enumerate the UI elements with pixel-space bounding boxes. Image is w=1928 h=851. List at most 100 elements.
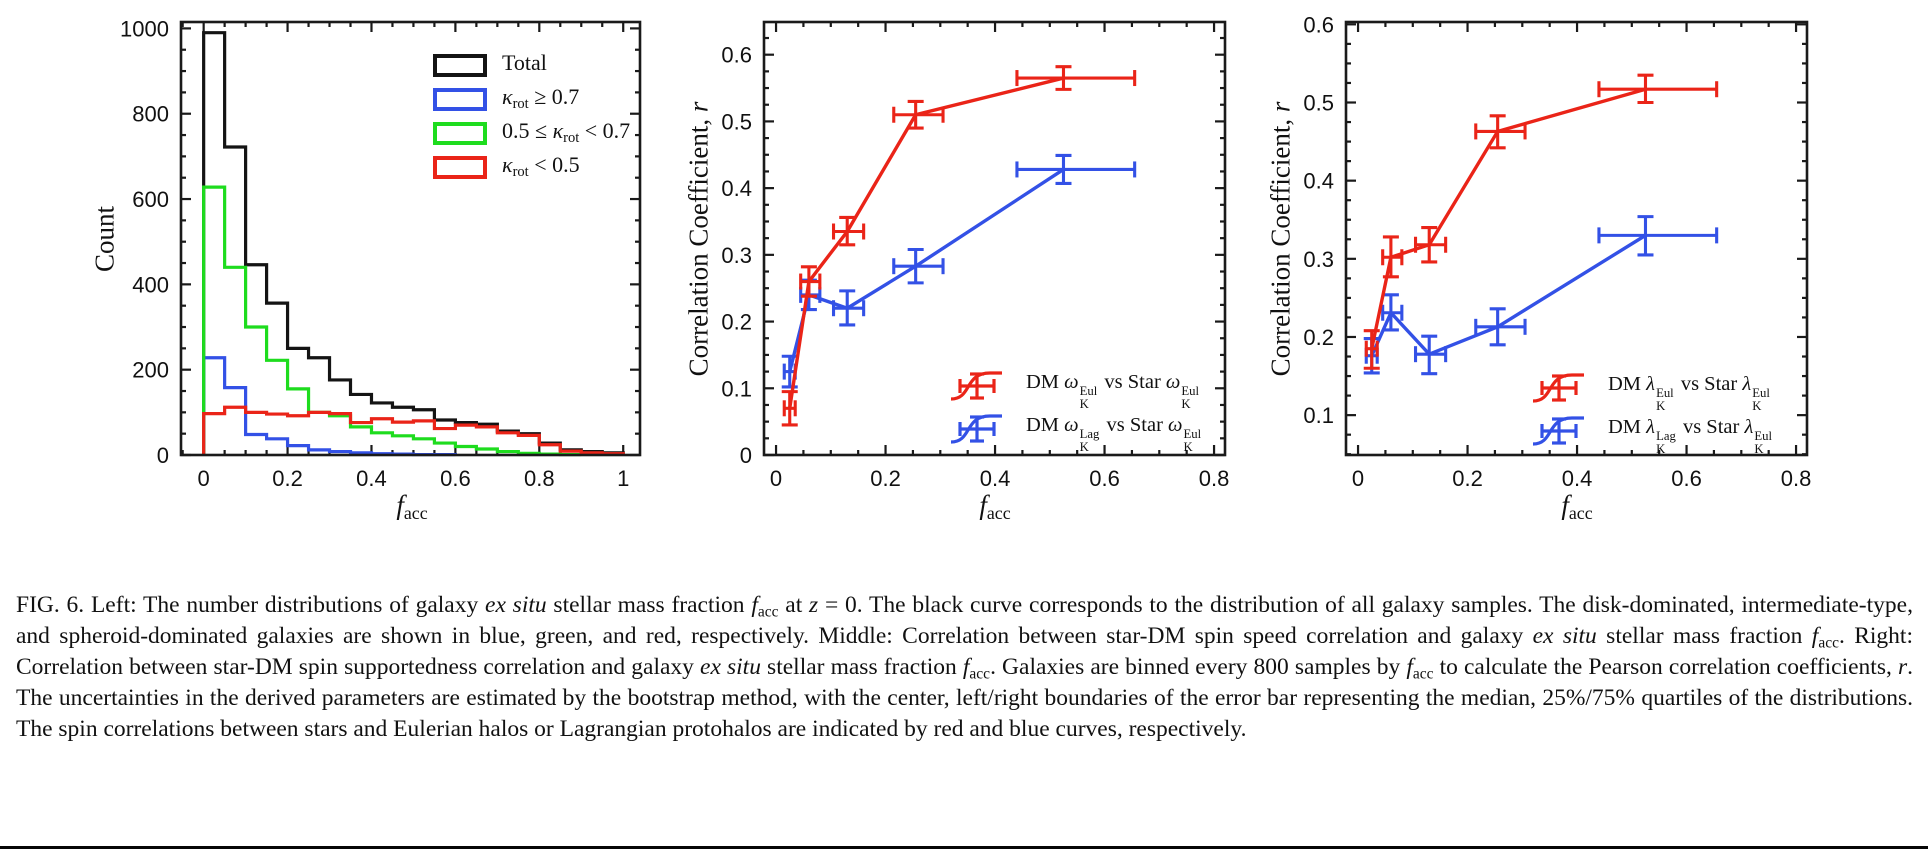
- text-segment: λ: [1742, 373, 1752, 395]
- y-tick-label: 0.1: [1303, 403, 1334, 428]
- ylabel-text: Count: [89, 205, 120, 273]
- middle-y-axis-title: Correlation Coefficient, r: [684, 102, 715, 377]
- ylabel-italic-r: r: [683, 101, 714, 113]
- y-tick-label: 0.5: [1303, 91, 1334, 116]
- text-segment: acc: [1412, 665, 1434, 683]
- legend-swatch-red: [433, 156, 487, 179]
- text-segment: stellar mass fraction: [1596, 623, 1812, 649]
- legend-item-label: 0.5 ≤ κrot < 0.7: [502, 118, 631, 147]
- legend-item-label: κrot < 0.5: [502, 152, 580, 179]
- xlabel-f: f: [1561, 490, 1569, 520]
- x-tick-label: 0: [1352, 466, 1364, 491]
- x-tick-label: 0.6: [1671, 466, 1702, 491]
- text-segment: < 0.5: [528, 152, 580, 177]
- text-segment: vs Star: [1675, 373, 1743, 395]
- plot-box: [1344, 20, 1809, 457]
- text-segment: ω: [1165, 371, 1181, 393]
- text-segment: r: [1897, 654, 1908, 680]
- ylabel-text: Correlation Coefficient,: [683, 112, 714, 377]
- ylabel-italic-r: r: [1265, 101, 1296, 113]
- text-segment: vs Star: [1099, 371, 1166, 393]
- legend-supsub: Eul K: [1181, 383, 1200, 411]
- errorbar-series-red: [1363, 73, 1719, 370]
- x-tick-label: 0.2: [870, 466, 901, 491]
- text-segment: . Galaxies are binned every 800 samples …: [990, 654, 1407, 680]
- y-tick-label: 0.3: [721, 243, 752, 268]
- y-tick-label: 0.4: [721, 176, 752, 201]
- legend-item-label: DM λ Lag K vs Star λ Eul K: [1608, 416, 1774, 455]
- text-segment: < 0.7: [579, 118, 631, 143]
- text-segment: ex situ: [1532, 623, 1597, 649]
- text-segment: λ: [1646, 416, 1656, 438]
- series-line: [788, 76, 1064, 409]
- legend-supsub: Eul K: [1754, 428, 1772, 456]
- text-segment: DM: [1608, 373, 1647, 395]
- text-segment: rot: [563, 130, 580, 147]
- y-tick-label: 0.3: [1303, 247, 1334, 272]
- x-tick-label: 1: [617, 466, 629, 491]
- legend-supsub: Lag K: [1656, 428, 1676, 456]
- text-segment: acc: [969, 665, 991, 683]
- y-tick-label: 0: [740, 443, 752, 468]
- text-segment: FIG. 6. Left: The number distributions o…: [16, 592, 486, 618]
- text-segment: f: [1406, 654, 1413, 680]
- plot-box: [179, 20, 642, 457]
- text-segment: f: [751, 592, 758, 618]
- y-tick-label: 600: [132, 187, 169, 212]
- text-segment: f: [1811, 623, 1819, 649]
- y-tick-label: 200: [132, 358, 169, 383]
- spin-supportedness-correlation-panel: 0 0.2 0.4 0.6 0.8 0.1 0.2 0.3 0.4 0.5 0.6: [1303, 12, 1811, 491]
- text-segment: κ: [552, 118, 564, 143]
- text-segment: stellar mass fraction: [546, 592, 752, 618]
- x-tick-label: 0.6: [440, 466, 471, 491]
- series-line: [1370, 87, 1646, 350]
- tick-labels: 0 0.2 0.4 0.6 0.8 0.1 0.2 0.3 0.4 0.5 0.6: [1303, 12, 1811, 491]
- legend-errorbar-marker: [1532, 373, 1584, 403]
- y-tick-label: 0.4: [1303, 169, 1334, 194]
- x-tick-label: 0.4: [356, 466, 387, 491]
- right-x-axis-title: facc: [1561, 490, 1593, 523]
- x-tick-label: 0.4: [1562, 466, 1593, 491]
- x-tick-label: 0.8: [1781, 466, 1812, 491]
- legend-item-label: κrot ≥ 0.7: [502, 84, 579, 113]
- ylabel-text: Correlation Coefficient,: [1265, 112, 1296, 377]
- text-segment: acc: [1818, 634, 1839, 652]
- text-segment: ω: [1168, 414, 1183, 436]
- y-tick-label: 0.1: [721, 376, 752, 401]
- text-segment: z: [809, 592, 819, 618]
- legend-errorbar-marker: [1532, 416, 1584, 446]
- y-tick-label: 0.2: [721, 310, 752, 335]
- x-tick-label: 0.2: [272, 466, 303, 491]
- bottom-rule: [0, 846, 1928, 849]
- text-segment: ex situ: [485, 592, 547, 618]
- x-tick-label: 0: [198, 466, 210, 491]
- text-segment: . The uncertainties in the derived param…: [16, 654, 1913, 742]
- text-segment: f: [962, 654, 970, 680]
- legend-item-label: DM ω Lag K vs Star ω Eul K: [1026, 414, 1203, 453]
- legend-swatch-black: [433, 54, 487, 77]
- text-segment: ω: [1064, 414, 1079, 436]
- xlabel-acc: acc: [1568, 502, 1593, 523]
- legend-supsub: Eul K: [1656, 385, 1674, 413]
- y-tick-label: 0.6: [721, 43, 752, 68]
- text-segment: = 0. The black curve corresponds to the …: [16, 592, 1913, 649]
- histogram-series-green: [202, 185, 583, 457]
- errorbar-series-blue: [781, 153, 1137, 389]
- legend-errorbar-marker: [950, 414, 1002, 444]
- plots-svg: 0 0.2 0.4 0.6 0.8 1 0 200 400 600 800 1000 0 0.2 0.4 0.…: [120, 12, 1811, 491]
- histogram-x-axis-title: facc: [396, 490, 427, 522]
- series-line: [788, 168, 1065, 373]
- text-segment: κ: [502, 152, 513, 177]
- text-segment: 0.5 ≤: [502, 118, 553, 143]
- legend-supsub: Lag K: [1079, 426, 1100, 454]
- y-tick-label: 400: [132, 272, 169, 297]
- y-tick-label: 1000: [120, 16, 169, 41]
- text-segment: rot: [512, 96, 529, 113]
- xlabel-f: f: [396, 490, 404, 520]
- series-layer: [1363, 73, 1719, 376]
- plot-box: [762, 20, 1227, 457]
- series-line: [1370, 233, 1647, 357]
- errorbar-series-red: [781, 65, 1137, 427]
- text-segment: DM: [1026, 414, 1065, 436]
